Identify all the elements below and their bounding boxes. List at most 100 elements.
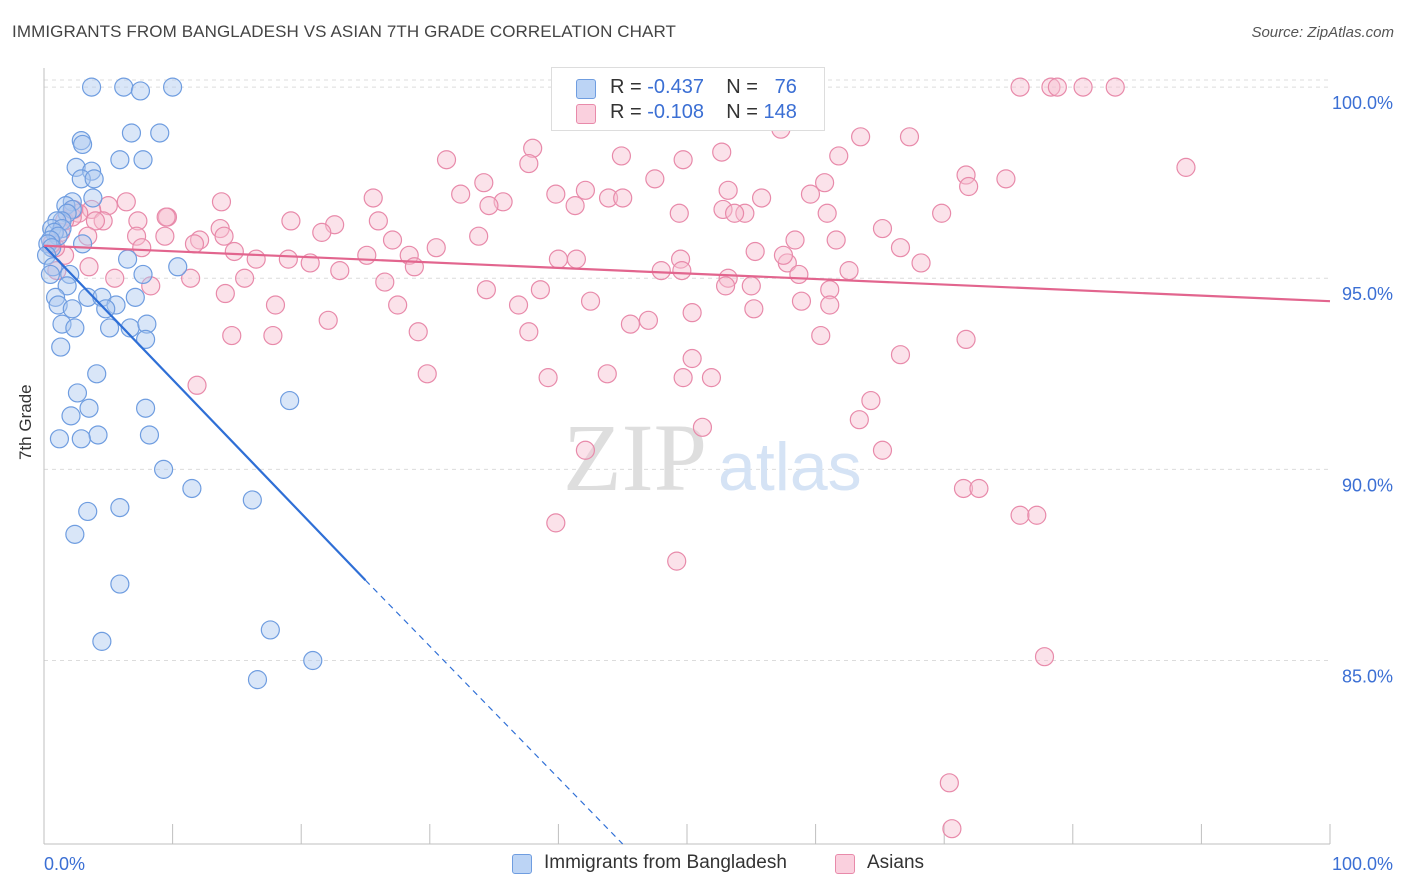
bangladesh-point xyxy=(99,318,120,338)
bangladesh-point xyxy=(71,429,91,449)
asians-point xyxy=(673,368,693,388)
legend-r-label: R = xyxy=(610,76,648,98)
asians-point xyxy=(523,138,543,158)
asians-point xyxy=(399,245,419,265)
bangladesh-point xyxy=(133,150,153,170)
bangladesh-point xyxy=(81,77,102,97)
asians-point xyxy=(363,188,383,208)
asians-point xyxy=(190,230,210,250)
bangladesh-point xyxy=(168,257,188,277)
y-tick-label: 100.0% xyxy=(1332,93,1393,113)
asians-point xyxy=(942,819,962,839)
asians-point xyxy=(116,192,136,212)
asians-point xyxy=(575,180,596,200)
bottom-legend-label-bangladesh: Immigrants from Bangladesh xyxy=(544,852,787,873)
asians-point xyxy=(969,478,989,499)
asians-point xyxy=(815,173,835,193)
bangladesh-point xyxy=(133,264,153,285)
watermark: ZIP atlas xyxy=(563,404,862,511)
bangladesh-point xyxy=(260,620,280,640)
asians-point xyxy=(318,310,338,330)
asians-point xyxy=(156,207,176,227)
bangladesh-point xyxy=(40,264,61,285)
bangladesh-trend-extension xyxy=(365,579,624,845)
bangladesh-point xyxy=(182,478,202,499)
asians-point xyxy=(620,314,641,334)
bangladesh-point xyxy=(62,299,82,319)
bottom-legend-label-asians: Asians xyxy=(867,852,925,873)
bangladesh-point xyxy=(153,459,174,479)
bangladesh-point xyxy=(72,134,93,155)
bangladesh-point xyxy=(303,650,323,671)
asians-point xyxy=(851,127,871,147)
asians-point xyxy=(281,211,301,231)
asians-point xyxy=(215,283,235,304)
asians-point xyxy=(105,268,125,288)
asians-point xyxy=(128,211,148,231)
asians-point xyxy=(673,150,693,170)
bangladesh-point xyxy=(67,383,88,403)
asians-point xyxy=(548,249,569,269)
asians-point xyxy=(744,299,764,319)
asians-point xyxy=(566,249,587,269)
asians-point xyxy=(817,203,837,223)
asians-point xyxy=(849,410,869,430)
asians-point xyxy=(469,226,489,246)
stats-legend: R = -0.437 N = 76 R = -0.108 N = 148 xyxy=(551,67,825,131)
asians-point xyxy=(408,322,428,342)
legend-n-label: N = xyxy=(726,76,764,98)
asians-point xyxy=(745,241,765,262)
asians-point xyxy=(826,230,846,250)
asians-point xyxy=(939,773,959,793)
asians-point xyxy=(638,310,659,330)
asians-point xyxy=(1027,505,1047,525)
bangladesh-point xyxy=(117,249,138,269)
asians-point xyxy=(956,329,976,350)
bangladesh-point xyxy=(110,574,130,594)
asians-point xyxy=(1041,77,1061,97)
asians-point xyxy=(263,325,283,346)
asians-point xyxy=(811,325,831,346)
bangladesh-point xyxy=(139,425,160,445)
asians-point xyxy=(669,203,689,223)
asians-point xyxy=(597,364,617,384)
series-asians-points xyxy=(42,77,1196,839)
bangladesh-point xyxy=(135,398,156,418)
asians-point xyxy=(235,268,255,288)
y-tick-label: 90.0% xyxy=(1342,475,1393,495)
asians-point xyxy=(1176,157,1196,177)
bangladesh-point xyxy=(57,276,77,296)
asians-point xyxy=(368,211,388,231)
bangladesh-point xyxy=(88,425,108,445)
asians-point xyxy=(1047,77,1067,97)
legend-n-value: 148 xyxy=(763,101,797,123)
asians-point xyxy=(735,203,755,223)
bangladesh-point xyxy=(51,337,71,357)
asians-point xyxy=(890,345,911,365)
bangladesh-point xyxy=(106,295,126,315)
asians-point xyxy=(184,234,205,254)
asians-point xyxy=(718,268,738,288)
asians-point xyxy=(613,188,633,208)
asians-point xyxy=(278,249,298,269)
bangladesh-point xyxy=(110,150,130,170)
bottom-legend-swatch-blue xyxy=(512,854,532,874)
asians-point xyxy=(890,238,911,258)
trend-lines xyxy=(43,244,1331,845)
bangladesh-point xyxy=(125,287,145,307)
asians-point xyxy=(330,261,350,281)
asians-point xyxy=(222,325,242,346)
bangladesh-point xyxy=(60,264,80,285)
asians-point xyxy=(575,440,596,460)
asians-point xyxy=(773,245,794,265)
asians-point xyxy=(451,184,471,204)
asians-point xyxy=(426,238,446,258)
bangladesh-point xyxy=(49,429,70,449)
asians-point xyxy=(932,203,952,223)
bangladesh-point xyxy=(79,398,99,418)
asians-point xyxy=(785,230,805,250)
asians-point xyxy=(565,196,585,216)
bangladesh-point xyxy=(150,123,170,143)
asians-point xyxy=(789,264,809,285)
